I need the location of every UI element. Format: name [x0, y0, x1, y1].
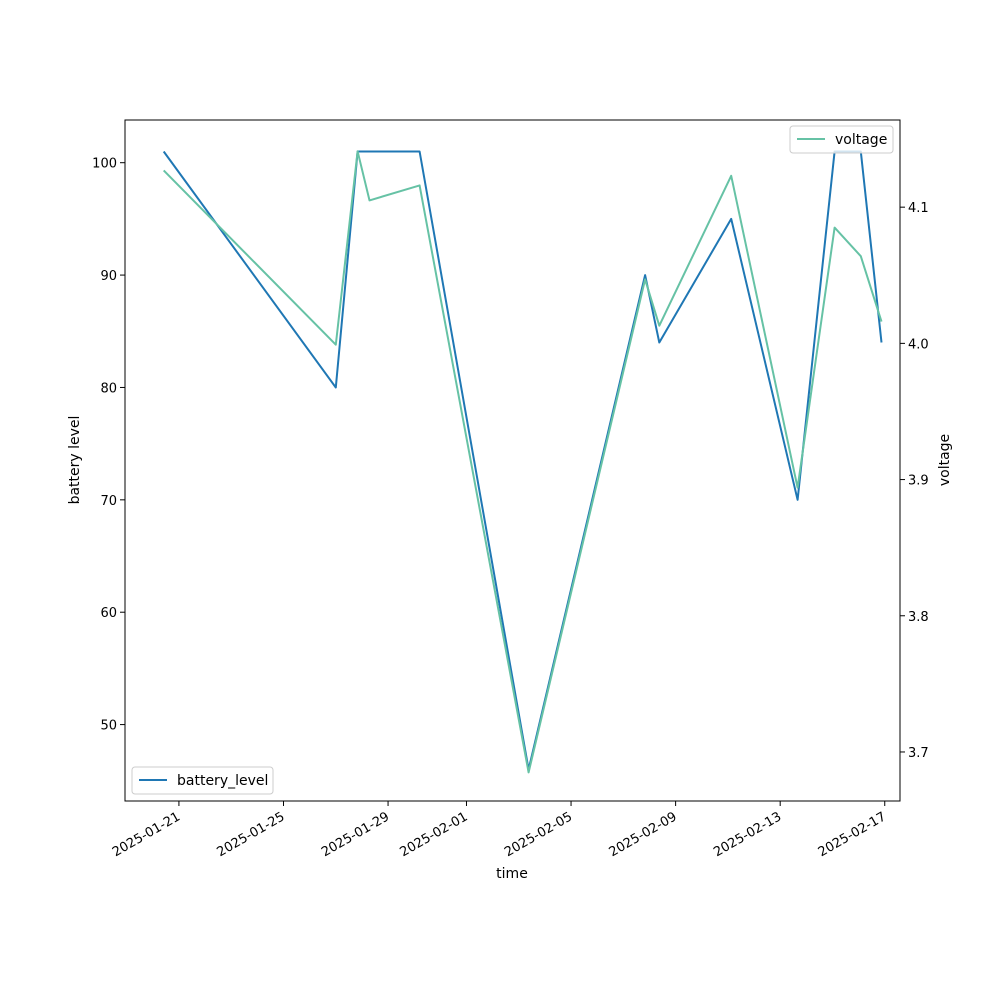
- x-tick-label: 2025-02-01: [398, 809, 471, 860]
- left-tick-label: 50: [100, 719, 117, 734]
- right-tick-label: 3.9: [908, 474, 929, 489]
- right-axis-label: voltage: [937, 434, 953, 486]
- legend-voltage: voltage: [789, 125, 894, 154]
- left-axis-ticks: 50 60 70 80 90 100: [92, 157, 125, 734]
- legend-battery-box: [131, 766, 274, 795]
- series-line-voltage: [162, 150, 883, 774]
- x-tick-label: 2025-02-17: [816, 809, 889, 860]
- left-tick-label: 60: [100, 606, 117, 621]
- plot-frame: [124, 119, 901, 802]
- x-tick-label: 2025-02-05: [502, 809, 575, 860]
- left-tick-label: 90: [100, 269, 117, 284]
- x-axis-label: time: [496, 866, 528, 882]
- right-tick-label: 3.7: [908, 746, 929, 761]
- x-tick-label: 2025-01-21: [110, 809, 183, 860]
- legend-battery-label: battery_level: [177, 773, 268, 789]
- x-axis-ticks: 2025-01-21 2025-01-25 2025-01-29 2025-02-01…: [110, 801, 889, 860]
- left-tick-label: 80: [100, 381, 117, 396]
- right-tick-label: 4.0: [908, 337, 929, 352]
- right-axis-ticks: 3.7 3.8 3.9 4.0 4.1: [900, 201, 929, 761]
- plot-area: [125, 120, 900, 801]
- x-tick-label: 2025-01-25: [215, 809, 288, 860]
- left-tick-label: 70: [100, 494, 117, 509]
- x-tick-label: 2025-01-29: [319, 809, 392, 860]
- right-tick-label: 3.8: [908, 610, 929, 625]
- x-tick-label: 2025-02-09: [607, 809, 680, 860]
- right-tick-label: 4.1: [908, 201, 929, 216]
- left-tick-label: 100: [92, 157, 117, 172]
- legend-voltage-label: voltage: [835, 132, 887, 148]
- legend-battery: battery_level: [131, 766, 274, 795]
- legend-voltage-box: [789, 125, 894, 154]
- left-axis-label: battery level: [67, 416, 83, 505]
- x-tick-label: 2025-02-13: [711, 809, 784, 860]
